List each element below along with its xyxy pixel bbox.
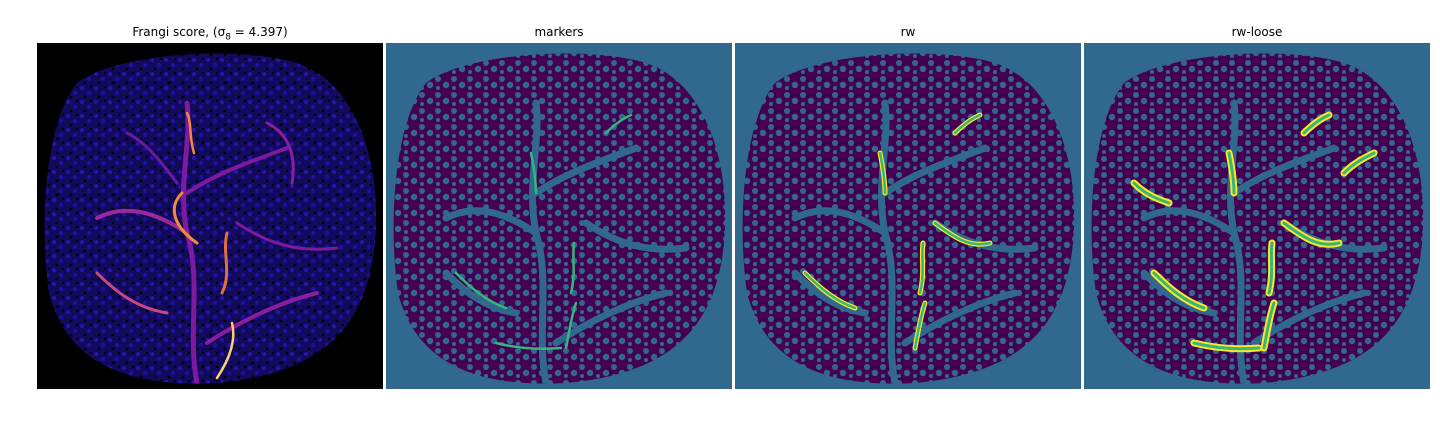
rw-loose-segment-fill — [1132, 113, 1376, 351]
rw-canvas — [735, 43, 1081, 389]
rw-loose-title: rw-loose — [1231, 25, 1283, 39]
frangi-score-canvas — [37, 43, 383, 389]
markers-canvas — [386, 43, 732, 389]
rw-segment-fill — [803, 113, 992, 350]
marker-lines — [454, 113, 633, 351]
rw-title: rw — [900, 25, 916, 39]
rw-loose-image — [1084, 43, 1430, 389]
frangi-score-image — [37, 43, 383, 389]
markers-title: markers — [534, 25, 584, 39]
frangi-score-title: Frangi score, (σ8 = 4.397) — [132, 25, 288, 43]
markers-image — [386, 43, 732, 389]
vessel-lines — [95, 100, 339, 384]
rw-loose-canvas — [1084, 43, 1430, 389]
rw-image — [735, 43, 1081, 389]
